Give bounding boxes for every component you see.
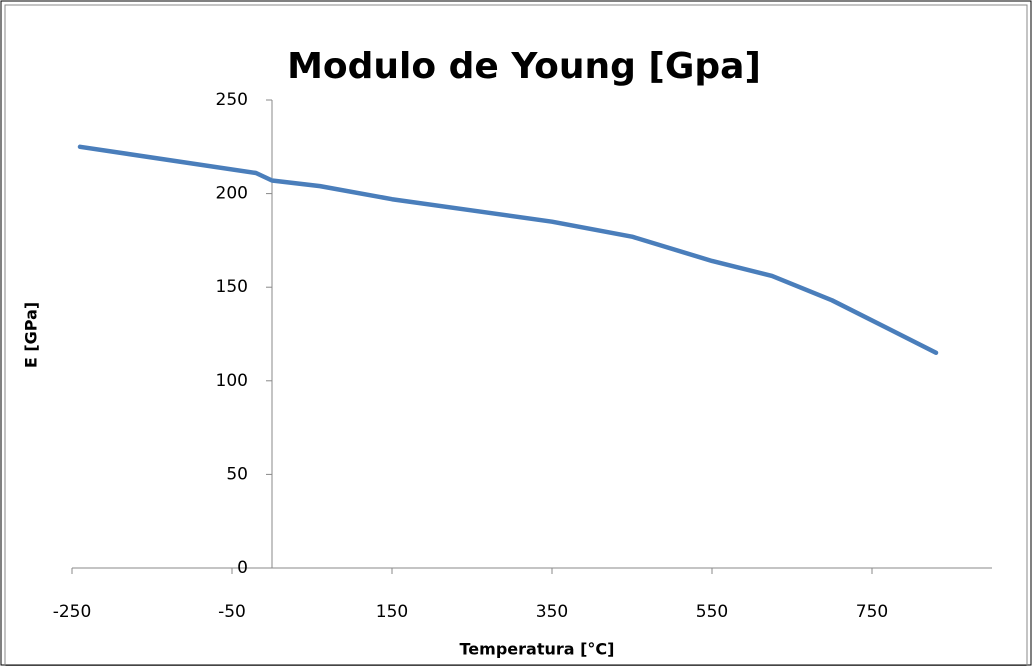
data-line: [77, 144, 939, 355]
x-tick-label: 550: [696, 602, 728, 622]
x-axis-label: Temperatura [°C]: [460, 640, 615, 659]
chart-border: [4, 4, 1028, 666]
y-tick-label: 0: [237, 558, 248, 578]
y-tick-label: 250: [216, 90, 248, 110]
x-tick-label: -250: [53, 602, 92, 622]
x-tick-label: 750: [856, 602, 888, 622]
y-tick-label: 100: [216, 371, 248, 391]
y-tick-label: 200: [216, 184, 248, 204]
x-tick-label: -50: [218, 602, 246, 622]
x-tick-label: 350: [536, 602, 568, 622]
y-axis-label: E [GPa]: [22, 302, 41, 368]
x-tick-label: 150: [376, 602, 408, 622]
y-tick-label: 50: [226, 464, 248, 484]
y-tick-label: 150: [216, 277, 248, 297]
chart-title: Modulo de Young [Gpa]: [287, 46, 761, 87]
